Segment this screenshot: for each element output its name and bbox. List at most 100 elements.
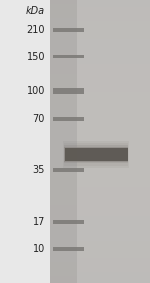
Bar <box>50 39 150 42</box>
Bar <box>50 216 150 219</box>
Bar <box>50 67 150 71</box>
Bar <box>50 237 150 241</box>
Bar <box>50 138 150 142</box>
Bar <box>50 272 150 276</box>
Bar <box>50 226 150 230</box>
Bar <box>50 110 150 113</box>
Bar <box>50 4 150 7</box>
Bar <box>64 143 128 166</box>
Bar <box>50 21 150 25</box>
Bar <box>64 145 128 164</box>
Bar <box>50 82 150 85</box>
Bar <box>50 212 150 216</box>
Bar <box>50 127 150 131</box>
Bar <box>50 50 150 53</box>
Bar <box>50 184 150 187</box>
Text: 35: 35 <box>33 165 45 175</box>
Bar <box>50 42 150 46</box>
Bar <box>50 201 150 205</box>
Bar <box>53 55 84 58</box>
Text: 210: 210 <box>27 25 45 35</box>
Bar <box>50 149 150 152</box>
Bar <box>50 120 150 124</box>
Bar <box>50 53 150 57</box>
Bar <box>50 60 150 64</box>
Bar <box>0 0 50 283</box>
Bar <box>50 152 150 156</box>
Text: 10: 10 <box>33 244 45 254</box>
Text: kDa: kDa <box>26 6 45 16</box>
Bar <box>50 219 150 223</box>
Bar <box>50 46 150 50</box>
Bar <box>50 205 150 209</box>
Bar <box>50 209 150 212</box>
Bar <box>50 103 150 106</box>
Bar <box>50 230 150 233</box>
Bar <box>50 241 150 244</box>
Text: 150: 150 <box>27 52 45 62</box>
Bar <box>50 134 150 138</box>
Bar <box>50 198 150 201</box>
Bar <box>50 124 150 127</box>
Bar <box>50 280 150 283</box>
Bar <box>50 7 150 11</box>
Bar <box>50 88 150 92</box>
Bar <box>50 262 150 265</box>
Bar <box>50 269 150 272</box>
Bar <box>50 74 150 78</box>
Bar <box>50 92 150 96</box>
Bar <box>50 251 150 255</box>
Bar <box>50 35 150 39</box>
Bar <box>50 113 150 117</box>
Bar <box>50 131 150 134</box>
Bar <box>50 28 150 32</box>
Bar <box>63 141 129 168</box>
Bar <box>53 220 84 224</box>
Bar <box>50 14 150 18</box>
Bar <box>53 117 84 121</box>
Bar <box>50 57 150 60</box>
Bar <box>50 117 150 120</box>
Bar <box>50 177 150 181</box>
Bar <box>50 145 150 149</box>
Bar <box>50 0 150 3</box>
Bar <box>50 96 150 99</box>
Bar <box>50 258 150 262</box>
Bar <box>50 85 150 88</box>
Bar <box>53 247 84 251</box>
Bar <box>50 255 150 258</box>
Bar <box>50 244 150 248</box>
Bar <box>50 187 150 191</box>
Bar <box>50 223 150 226</box>
Bar <box>50 71 150 74</box>
Bar <box>64 147 128 162</box>
Bar <box>50 11 150 14</box>
Bar <box>50 191 150 195</box>
Bar <box>50 32 150 35</box>
Bar <box>76 0 150 283</box>
Bar <box>50 142 150 145</box>
Bar <box>50 18 150 21</box>
Bar <box>50 195 150 198</box>
Bar <box>50 163 150 166</box>
Bar <box>50 99 150 103</box>
Bar <box>50 106 150 110</box>
Bar <box>64 148 128 161</box>
Text: 100: 100 <box>27 86 45 96</box>
Text: 17: 17 <box>33 217 45 227</box>
Bar <box>50 181 150 184</box>
Bar <box>50 233 150 237</box>
Bar <box>53 168 84 171</box>
Text: 70: 70 <box>33 114 45 124</box>
Bar <box>50 25 150 28</box>
Bar <box>50 276 150 280</box>
Bar <box>53 28 84 31</box>
Bar <box>50 64 150 67</box>
Bar <box>50 265 150 269</box>
Bar <box>50 170 150 173</box>
Bar <box>50 159 150 163</box>
Bar <box>50 156 150 159</box>
Bar <box>50 0 76 283</box>
Bar <box>53 88 84 94</box>
Bar <box>50 166 150 170</box>
